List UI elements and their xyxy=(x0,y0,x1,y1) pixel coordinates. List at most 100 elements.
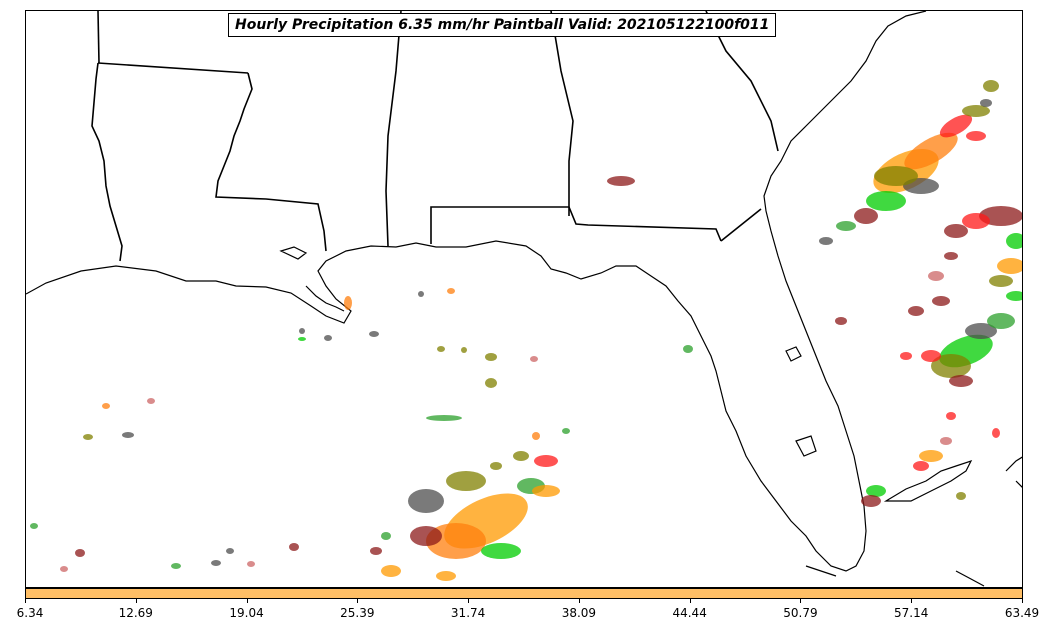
precip-blob xyxy=(962,213,990,229)
colorbar-tick xyxy=(25,599,26,603)
precip-blob xyxy=(461,347,467,353)
precip-blob xyxy=(908,306,924,316)
precip-blob xyxy=(226,548,234,554)
precip-blob xyxy=(949,375,973,387)
coastline-keys xyxy=(805,565,985,587)
precip-blob xyxy=(426,415,462,421)
border-la-ms xyxy=(215,72,327,252)
precip-blob xyxy=(418,291,424,297)
colorbar-tick xyxy=(1022,599,1023,603)
colorbar-tick-label: 12.69 xyxy=(118,606,153,620)
precip-blob xyxy=(1006,233,1022,249)
precip-blob xyxy=(534,455,558,467)
precip-blob xyxy=(944,252,958,260)
state-borders xyxy=(91,11,779,262)
map-svg xyxy=(26,11,1022,587)
precip-blob xyxy=(446,471,486,491)
precip-blob xyxy=(289,543,299,551)
precip-blob xyxy=(211,560,221,566)
border-ga-sc xyxy=(705,11,779,152)
precip-blob xyxy=(436,571,456,581)
precip-blob xyxy=(836,221,856,231)
precip-blob xyxy=(854,208,878,224)
precip-blob xyxy=(437,346,445,352)
precip-blob xyxy=(861,495,881,507)
colorbar-tick-label: 19.04 xyxy=(229,606,264,620)
precip-blob xyxy=(904,132,958,170)
precip-blob xyxy=(866,485,886,497)
precip-blob xyxy=(344,296,352,310)
precip-blob xyxy=(298,337,306,341)
colorbar-tick-label: 63.49 xyxy=(1004,606,1040,620)
precip-blob xyxy=(983,80,999,92)
precip-blob xyxy=(426,523,486,559)
precipitation-paintball xyxy=(30,80,1022,581)
border-ga-fl xyxy=(720,208,762,242)
colorbar-tick-label: 50.79 xyxy=(783,606,818,620)
border-ar-la xyxy=(97,62,249,74)
precip-blob xyxy=(932,296,950,306)
precip-blob xyxy=(532,485,560,497)
precip-blob xyxy=(83,434,93,440)
precip-blob xyxy=(370,547,382,555)
precip-blob xyxy=(966,131,986,141)
coastline-bahamas xyxy=(1005,456,1022,488)
map-panel xyxy=(25,10,1023,588)
colorbar-tick xyxy=(689,599,691,603)
precip-blob xyxy=(819,237,833,245)
precip-blob xyxy=(607,176,635,186)
precip-blob xyxy=(481,543,521,559)
precip-blob xyxy=(997,258,1022,274)
colorbar xyxy=(25,588,1023,599)
precip-blob xyxy=(447,288,455,294)
precip-blob xyxy=(530,356,538,362)
precip-blob xyxy=(900,352,912,360)
precip-blob xyxy=(171,563,181,569)
colorbar-tick-label: 44.44 xyxy=(672,606,707,620)
precip-blob xyxy=(962,105,990,117)
precip-blob xyxy=(989,275,1013,287)
precip-blob xyxy=(102,403,110,409)
precip-blob xyxy=(980,99,992,107)
precip-blob xyxy=(247,561,255,567)
precip-blob xyxy=(532,432,540,440)
colorbar-tick xyxy=(578,599,580,603)
precip-blob xyxy=(683,345,693,353)
precip-blob xyxy=(122,432,134,438)
colorbar-tick xyxy=(246,599,248,603)
border-fl-al-ga xyxy=(430,206,722,244)
colorbar-tick xyxy=(135,599,137,603)
precip-blob xyxy=(408,489,444,513)
colorbar-tick xyxy=(800,599,802,603)
precip-blob xyxy=(835,317,847,325)
coastline-bay-islands xyxy=(279,246,817,457)
precip-blob xyxy=(992,428,1000,438)
border-tx-ar xyxy=(97,11,100,64)
precip-blob xyxy=(513,451,529,461)
border-ms-al xyxy=(385,11,402,247)
precip-blob xyxy=(946,412,956,420)
precip-blob xyxy=(928,271,944,281)
precip-blob xyxy=(944,224,968,238)
precip-blob xyxy=(369,331,379,337)
precip-blob xyxy=(147,398,155,404)
precip-blob xyxy=(60,566,68,572)
precip-blob xyxy=(485,378,497,388)
colorbar-tick-label: 31.74 xyxy=(450,606,486,620)
coastline-delta xyxy=(305,285,345,312)
colorbar-tick-label: 25.39 xyxy=(340,606,375,620)
border-al-ga xyxy=(550,11,574,216)
precip-blob xyxy=(919,450,943,462)
border-tx-la xyxy=(91,62,123,262)
colorbar-tick-label: 38.09 xyxy=(561,606,597,620)
precip-blob xyxy=(324,335,332,341)
precip-blob xyxy=(866,191,906,211)
precip-blob xyxy=(381,532,391,540)
precip-blob xyxy=(913,461,929,471)
precip-blob xyxy=(987,313,1015,329)
precip-blob xyxy=(965,323,997,339)
precip-blob xyxy=(940,437,952,445)
colorbar-tick xyxy=(468,599,470,603)
precip-blob xyxy=(75,549,85,557)
precip-blob xyxy=(381,565,401,577)
